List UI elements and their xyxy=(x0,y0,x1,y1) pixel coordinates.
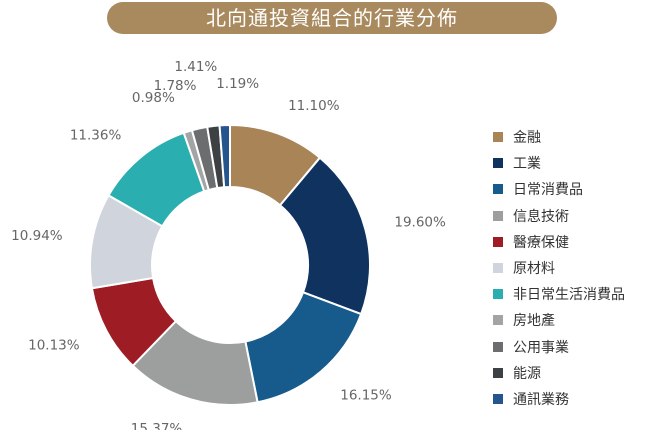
legend-swatch xyxy=(493,289,503,300)
legend-item: 房地產 xyxy=(493,307,625,333)
slice-label-4: 15.37% xyxy=(131,421,183,430)
legend-label: 工業 xyxy=(513,156,541,173)
legend-label: 信息技術 xyxy=(513,208,569,225)
legend-label: 非日常生活消費品 xyxy=(513,287,625,304)
legend-item: 工業 xyxy=(493,150,625,176)
chart-title: 北向通投資組合的行業分佈 xyxy=(107,2,557,34)
slice-3 xyxy=(244,291,363,404)
donut-chart: 11.10% 19.60% 16.15% 15.37% 10.13% 10.94% 11.3… xyxy=(11,59,446,430)
slice-label-7: 11.36% xyxy=(70,127,122,143)
legend-swatch xyxy=(493,184,503,195)
legend-label: 能源 xyxy=(513,365,541,382)
legend-item: 原材料 xyxy=(493,255,625,281)
legend-swatch xyxy=(493,315,503,326)
legend-label: 醫療保健 xyxy=(513,234,569,251)
slice-label-3: 16.15% xyxy=(340,387,392,403)
legend-swatch xyxy=(493,367,503,378)
slice-label-5: 10.13% xyxy=(28,337,80,353)
legend-swatch xyxy=(493,236,503,247)
legend-swatch xyxy=(493,210,503,221)
legend-item: 信息技術 xyxy=(493,203,625,229)
legend-item: 能源 xyxy=(493,360,625,386)
legend-item: 非日常生活消費品 xyxy=(493,281,625,307)
slice-label-9: 1.78% xyxy=(154,78,197,94)
slice-label-8: 0.98% xyxy=(132,90,175,106)
slice-11 xyxy=(218,123,231,189)
legend-item: 公用事業 xyxy=(493,334,625,360)
legend-label: 房地產 xyxy=(513,313,555,330)
legend-item: 日常消費品 xyxy=(493,176,625,202)
slice-label-1: 11.10% xyxy=(288,98,340,114)
legend-swatch xyxy=(493,132,503,143)
slice-label-2: 19.60% xyxy=(394,215,446,231)
legend: 金融工業日常消費品信息技術醫療保健原材料非日常生活消費品 房地產公用事業能源通訊業… xyxy=(493,124,625,412)
legend-label: 金融 xyxy=(513,130,541,147)
legend-swatch xyxy=(493,158,503,169)
legend-label: 原材料 xyxy=(513,261,555,278)
legend-label: 公用事業 xyxy=(513,339,569,356)
legend-label: 通訊業務 xyxy=(513,391,569,408)
legend-item: 金融 xyxy=(493,124,625,150)
slice-label-6: 10.94% xyxy=(11,228,63,244)
slice-label-10: 1.41% xyxy=(174,59,217,75)
legend-swatch xyxy=(493,393,503,404)
legend-item: 醫療保健 xyxy=(493,229,625,255)
legend-item: 通訊業務 xyxy=(493,386,625,412)
slice-label-11: 1.19% xyxy=(216,76,259,92)
legend-label: 日常消費品 xyxy=(513,182,583,199)
legend-swatch xyxy=(493,263,503,274)
legend-swatch xyxy=(493,341,503,352)
